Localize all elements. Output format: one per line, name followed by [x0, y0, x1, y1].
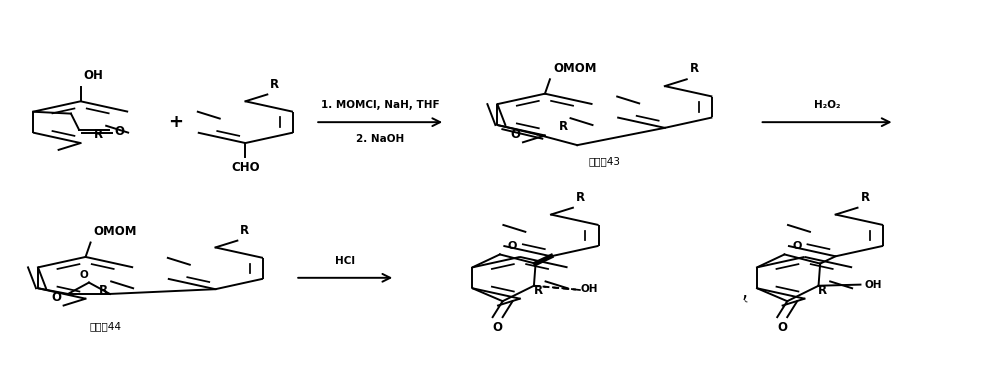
Text: 1. MOMCl, NaH, THF: 1. MOMCl, NaH, THF [321, 100, 439, 110]
Text: O: O [493, 321, 503, 334]
Text: R: R [99, 283, 108, 297]
Text: R: R [576, 191, 585, 204]
Text: OMOM: OMOM [553, 62, 596, 75]
Text: 中间䥓44: 中间䥓44 [90, 321, 122, 331]
Text: H₂O₂: H₂O₂ [814, 100, 840, 110]
Text: CHO: CHO [231, 161, 260, 174]
Text: R: R [270, 78, 279, 91]
Text: 2. NaOH: 2. NaOH [356, 134, 404, 144]
Text: R: R [94, 128, 103, 141]
Text: R: R [533, 283, 543, 297]
Text: R: R [818, 283, 827, 297]
Text: O: O [510, 128, 520, 141]
Text: O: O [777, 321, 787, 334]
Text: R: R [861, 191, 870, 204]
Text: O: O [114, 125, 124, 138]
Text: O: O [508, 241, 517, 251]
Text: R: R [558, 120, 568, 133]
Text: +: + [168, 113, 183, 131]
Text: R: R [240, 224, 249, 237]
Text: OMOM: OMOM [94, 225, 137, 238]
Text: R: R [690, 62, 699, 75]
Text: `: ` [743, 299, 752, 313]
Text: HCl: HCl [335, 256, 355, 266]
Text: 中间䥓43: 中间䥓43 [589, 156, 621, 166]
Text: OH: OH [864, 280, 882, 290]
Text: OH: OH [84, 69, 103, 82]
Text: OH: OH [581, 284, 598, 294]
Text: O: O [51, 291, 61, 304]
Text: O: O [792, 241, 802, 251]
Text: ,: , [742, 283, 748, 303]
Text: O: O [80, 269, 88, 280]
